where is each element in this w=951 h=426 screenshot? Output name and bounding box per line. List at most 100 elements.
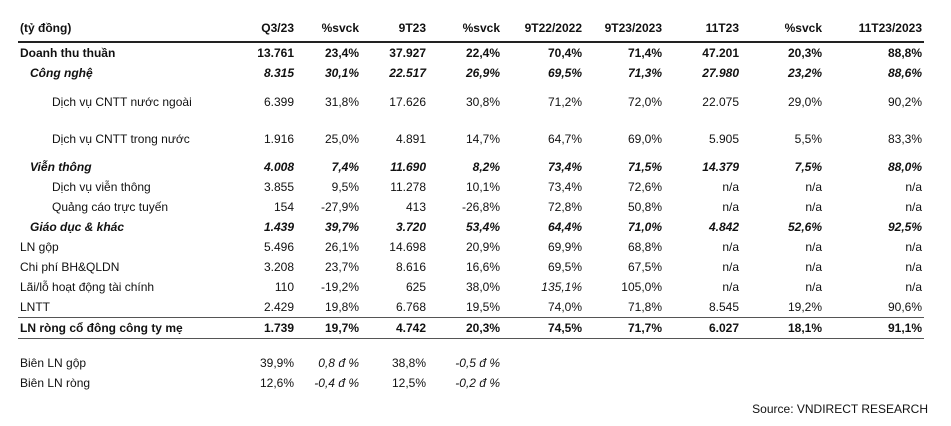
table-cell: -0,4 đ % bbox=[314, 376, 359, 390]
table-cell: 0,8 đ % bbox=[318, 356, 359, 370]
table-row: Dịch vụ CNTT trong nước 1.916 25,0% 4.89… bbox=[18, 120, 924, 157]
table-row: Dịch vụ CNTT nước ngoài 6.399 31,8% 17.6… bbox=[18, 83, 924, 120]
table-cell: 22.517 bbox=[389, 66, 426, 80]
table-cell: 6.027 bbox=[664, 317, 741, 339]
table-cell: 20,3% bbox=[787, 46, 822, 60]
table-cell: 71,5% bbox=[627, 160, 662, 174]
table-cell: 17.626 bbox=[389, 94, 426, 109]
table-cell bbox=[824, 373, 924, 393]
table-cell: 74,0% bbox=[547, 300, 582, 314]
table-cell bbox=[502, 373, 584, 393]
table-cell: 1.739 bbox=[231, 317, 296, 339]
table-cell: 14.379 bbox=[702, 160, 739, 174]
table-cell: 71,3% bbox=[627, 66, 662, 80]
table-row: Chi phí BH&QLDN 3.208 23,7% 8.616 16,6% … bbox=[18, 257, 924, 277]
table-cell: 29,0% bbox=[787, 94, 822, 109]
table-cell: 8,2% bbox=[472, 160, 500, 174]
table-cell: 1.916 bbox=[263, 131, 294, 146]
table-cell: 110 bbox=[274, 280, 294, 294]
table-cell bbox=[741, 353, 824, 373]
table-cell: 30,8% bbox=[465, 94, 500, 109]
row-label: LN gộp bbox=[20, 240, 59, 254]
row-label: Chi phí BH&QLDN bbox=[20, 260, 120, 274]
table-cell: 413 bbox=[405, 200, 426, 214]
table-cell: 11.690 bbox=[390, 160, 426, 174]
table-cell: 5.496 bbox=[263, 240, 294, 254]
table-cell: n/a bbox=[905, 280, 922, 294]
table-cell: n/a bbox=[722, 280, 739, 294]
table-cell: 69,5% bbox=[547, 260, 582, 274]
table-cell: 37.927 bbox=[389, 46, 426, 60]
table-cell: 70,4% bbox=[547, 46, 582, 60]
table-cell: 20,9% bbox=[465, 240, 500, 254]
table-cell: 71,8% bbox=[627, 300, 662, 314]
row-label: Công nghệ bbox=[30, 66, 93, 80]
table-cell: 6.399 bbox=[263, 94, 294, 109]
spacer-row bbox=[18, 339, 924, 354]
table-cell: 39,7% bbox=[324, 220, 359, 234]
table-cell: 3.208 bbox=[263, 260, 294, 274]
header-11t23: 11T23 bbox=[664, 15, 741, 43]
table-cell: 7,5% bbox=[794, 160, 822, 174]
row-label: Doanh thu thuần bbox=[20, 46, 116, 60]
row-label: Giáo dục & khác bbox=[30, 220, 125, 234]
table-cell: 50,8% bbox=[627, 200, 662, 214]
table-cell: 92,5% bbox=[887, 220, 922, 234]
table-cell: 53,4% bbox=[465, 220, 500, 234]
table-cell: 23,2% bbox=[787, 66, 822, 80]
table-cell: 19,5% bbox=[465, 300, 500, 314]
table-cell: n/a bbox=[905, 200, 922, 214]
header-svck-11t: %svck bbox=[741, 15, 824, 43]
table-row: Dịch vụ viễn thông 3.855 9,5% 11.278 10,… bbox=[18, 177, 924, 197]
table-cell: n/a bbox=[722, 260, 739, 274]
table-cell: 11.278 bbox=[390, 180, 426, 194]
table-cell: n/a bbox=[905, 260, 922, 274]
table-cell: n/a bbox=[805, 260, 822, 274]
table-cell: 8.545 bbox=[708, 300, 739, 314]
table-cell: 88,8% bbox=[887, 46, 922, 60]
table-cell: n/a bbox=[722, 200, 739, 214]
table-row: LN ròng cổ đông công ty mẹ 1.739 19,7% 4… bbox=[18, 317, 924, 339]
table-cell: 73,4% bbox=[547, 160, 582, 174]
table-cell: 71,4% bbox=[627, 46, 662, 60]
table-cell: 4.742 bbox=[361, 317, 428, 339]
table-cell: 67,5% bbox=[627, 260, 662, 274]
table-row: Doanh thu thuần 13.761 23,4% 37.927 22,4… bbox=[18, 42, 924, 63]
table-cell bbox=[502, 353, 584, 373]
table-cell: 625 bbox=[405, 280, 426, 294]
table-cell: 6.768 bbox=[395, 300, 426, 314]
table-cell: 23,7% bbox=[324, 260, 359, 274]
table-cell: 20,3% bbox=[428, 317, 502, 339]
table-cell: n/a bbox=[905, 180, 922, 194]
table-cell: n/a bbox=[805, 280, 822, 294]
table-cell: 4.008 bbox=[263, 160, 294, 174]
table-row: Biên LN gộp 39,9% 0,8 đ % 38,8% -0,5 đ % bbox=[18, 353, 924, 373]
source-note: Source: VNDIRECT RESEARCH bbox=[752, 402, 928, 416]
table-cell: -0,2 đ % bbox=[455, 376, 500, 390]
table-cell: 90,2% bbox=[887, 94, 922, 109]
row-label: LN ròng cổ đông công ty mẹ bbox=[18, 317, 231, 339]
table-cell: 26,9% bbox=[465, 66, 500, 80]
table-cell: 90,6% bbox=[887, 300, 922, 314]
table-cell bbox=[584, 353, 664, 373]
table-row: Quảng cáo trực tuyến 154 -27,9% 413 -26,… bbox=[18, 197, 924, 217]
row-label: Dịch vụ CNTT trong nước bbox=[52, 131, 190, 146]
table-header-row: (tỷ đồng) Q3/23 %svck 9T23 %svck 9T22/20… bbox=[18, 15, 924, 43]
table-cell: 154 bbox=[273, 200, 294, 214]
table-cell: n/a bbox=[722, 240, 739, 254]
table-cell: -0,5 đ % bbox=[455, 356, 500, 370]
table-cell: 26,1% bbox=[324, 240, 359, 254]
table-cell: 4.891 bbox=[395, 131, 426, 146]
table-cell: 22.075 bbox=[702, 94, 739, 109]
table-cell: n/a bbox=[805, 200, 822, 214]
table-cell: 5.905 bbox=[708, 131, 739, 146]
row-label: Biên LN ròng bbox=[20, 376, 91, 390]
row-label: Dịch vụ CNTT nước ngoài bbox=[52, 94, 192, 109]
table-cell: 8.315 bbox=[263, 66, 294, 80]
table-cell: 72,6% bbox=[627, 180, 662, 194]
table-cell: 19,7% bbox=[296, 317, 361, 339]
table-cell: 19,2% bbox=[787, 300, 822, 314]
table-cell: 47.201 bbox=[702, 46, 739, 60]
header-9t23: 9T23 bbox=[361, 15, 428, 43]
